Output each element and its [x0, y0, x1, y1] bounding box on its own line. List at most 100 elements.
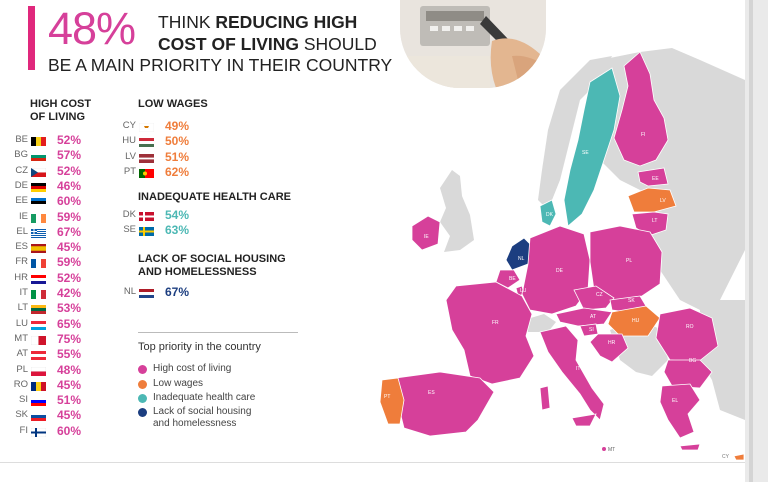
country-code: CY: [122, 120, 136, 131]
map-label-de: DE: [556, 268, 564, 274]
country-code: ES: [15, 241, 28, 253]
country-percent: 59%: [57, 255, 82, 270]
country-row-hr: HR 52%: [12, 271, 102, 285]
sweden-shape: [563, 67, 621, 227]
map-label-bg: BG: [689, 358, 696, 364]
country-percent: 46%: [57, 178, 82, 193]
country-row-it: IT 42%: [12, 286, 102, 300]
country-row-se: SE 63%: [120, 223, 210, 237]
legend-swatch: [138, 408, 147, 417]
cyprus-shape: [733, 453, 745, 461]
country-row-ie: IE 59%: [12, 210, 102, 224]
europe-map: FI SE EE LV LT DK IE NL BE LU DE PL CZ SK AT HU SI HR RO BG…: [379, 48, 745, 461]
country-row-ee: EE 60%: [12, 194, 102, 208]
estonia-shape: [637, 167, 669, 187]
country-row-hu: HU 50%: [120, 134, 210, 148]
country-percent: 75%: [57, 331, 82, 346]
flag-icon: [31, 182, 46, 192]
flag-icon: [31, 258, 46, 269]
country-code: PL: [16, 363, 28, 375]
country-percent: 50%: [165, 134, 190, 149]
country-code: DK: [122, 209, 136, 220]
sardinia-shape: [539, 385, 551, 411]
country-percent: 53%: [57, 301, 82, 316]
country-percent: 54%: [165, 208, 190, 222]
country-row-fr: FR 59%: [12, 255, 102, 269]
map-label-el: EL: [672, 398, 678, 404]
map-label-fr: FR: [492, 320, 499, 326]
flag-icon: [31, 304, 46, 315]
map-label-ro: RO: [686, 324, 694, 330]
headline-line-3: BE A MAIN PRIORITY IN THEIR COUNTRY: [48, 55, 393, 75]
ireland-shape: [411, 215, 441, 251]
headline-accent-bar: [28, 6, 35, 70]
country-code: SK: [15, 409, 28, 421]
flag-icon: [139, 137, 154, 148]
country-code: MT: [14, 332, 28, 344]
country-row-el: EL 67%: [12, 225, 102, 239]
flag-icon: [31, 228, 46, 238]
flag-icon: [31, 213, 46, 223]
flag-icon: [31, 274, 46, 284]
flag-icon: [138, 122, 155, 133]
country-row-cy: CY 49%: [120, 119, 210, 133]
country-row-pt: PT 62%: [120, 165, 210, 179]
germany-shape: [521, 225, 591, 315]
country-percent: 49%: [165, 119, 190, 133]
country-percent: 48%: [57, 362, 82, 377]
map-label-pt: PT: [384, 394, 390, 400]
health-care-heading: INADEQUATE HEALTH CARE: [138, 191, 291, 203]
country-code: IE: [19, 210, 28, 222]
france-shape: [445, 281, 535, 385]
denmark-shape: [539, 199, 557, 227]
czechia-shape: [573, 285, 615, 311]
map-label-fi: FI: [641, 132, 645, 138]
flag-icon: [139, 153, 154, 163]
non-eu-land-ch: [524, 314, 556, 332]
country-row-pl: PL 48%: [12, 363, 102, 377]
country-percent: 42%: [57, 286, 82, 300]
country-percent: 57%: [57, 148, 82, 163]
malta-marker: MT: [602, 447, 615, 453]
country-code: SE: [123, 224, 136, 236]
country-percent: 60%: [57, 423, 82, 438]
country-percent: 45%: [57, 240, 82, 255]
map-label-at: AT: [590, 314, 596, 320]
map-label-hr: HR: [608, 340, 616, 346]
crete-shape: [679, 443, 701, 451]
low-wages-heading: LOW WAGES: [138, 98, 208, 110]
map-label-be: BE: [509, 276, 516, 282]
map-label-dk: DK: [546, 212, 554, 218]
country-row-fi: FI 60%: [12, 424, 102, 438]
poland-shape: [589, 225, 663, 301]
country-code: FR: [15, 256, 28, 268]
map-label-nl: NL: [518, 256, 525, 262]
map-label-sk: SK: [628, 298, 635, 304]
high-cost-heading: HIGH COST OF LIVING: [30, 98, 92, 123]
country-percent: 45%: [57, 377, 82, 392]
country-code: DE: [14, 179, 28, 191]
country-code: NL: [123, 286, 136, 297]
country-percent: 52%: [57, 133, 82, 147]
flag-icon: [31, 381, 46, 391]
country-code: HU: [122, 135, 136, 147]
headline-line-2: COST OF LIVING SHOULD: [158, 34, 377, 54]
country-code: LV: [125, 150, 136, 162]
housing-heading: LACK OF SOCIAL HOUSING AND HOMELESSNESS: [138, 253, 286, 278]
country-row-be: BE 52%: [12, 133, 102, 147]
country-row-lt: LT 53%: [12, 301, 102, 315]
headline-percent: 48%: [48, 3, 136, 54]
flag-icon: [31, 411, 46, 422]
country-code: RO: [13, 378, 28, 390]
country-row-at: AT 55%: [12, 347, 102, 361]
country-percent: 67%: [165, 285, 190, 299]
country-code: EE: [15, 195, 28, 207]
italy-shape: [539, 325, 605, 421]
country-row-de: DE 46%: [12, 179, 102, 193]
latvia-shape: [627, 187, 677, 213]
country-code: CZ: [15, 164, 28, 176]
flag-icon: [31, 151, 46, 162]
legend-swatch: [138, 365, 147, 374]
map-label-ie: IE: [424, 234, 429, 240]
austria-shape: [555, 307, 613, 327]
